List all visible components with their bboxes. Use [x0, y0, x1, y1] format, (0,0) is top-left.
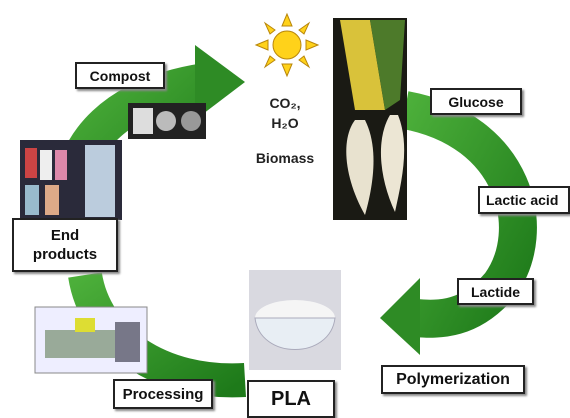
label: Lactic acid	[478, 186, 570, 214]
page: Compost CO₂, H₂O Biomass Glucose Lactic …	[0, 0, 570, 418]
arrow-head	[380, 278, 420, 355]
label: Lactide	[457, 278, 534, 305]
biomass-photo	[333, 18, 407, 220]
label: Compost	[75, 62, 165, 89]
label: Polymerization	[381, 365, 525, 394]
processing-photo	[35, 307, 147, 373]
label: Biomass	[250, 150, 320, 166]
label: Processing	[113, 379, 213, 409]
compost-photo	[128, 103, 206, 139]
label: H₂O	[262, 115, 308, 131]
sun-icon	[256, 14, 318, 76]
label: PLA	[247, 380, 335, 418]
label: Glucose	[430, 88, 522, 115]
label: End products	[12, 218, 118, 272]
pla-photo	[249, 270, 341, 370]
label: CO₂,	[262, 95, 308, 111]
end-products-photo	[20, 140, 122, 220]
